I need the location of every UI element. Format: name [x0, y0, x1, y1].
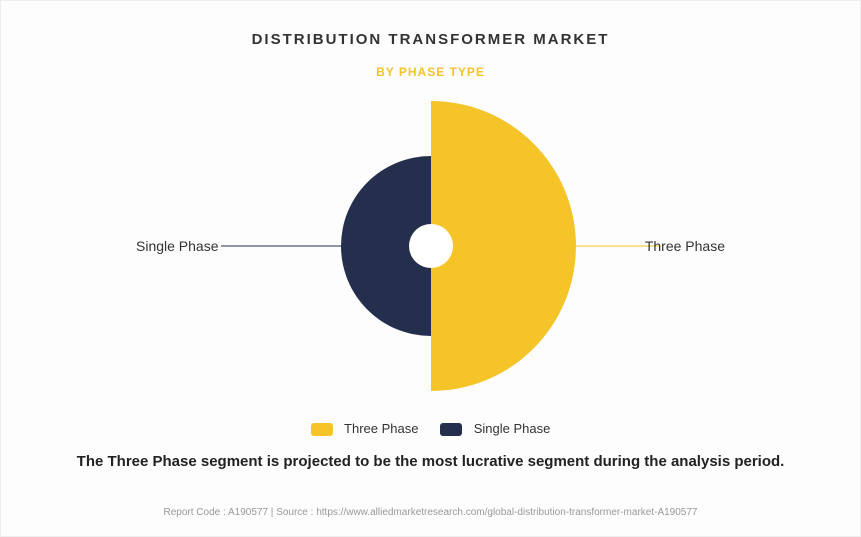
footer-report-code: A190577	[228, 507, 268, 518]
center-hole	[409, 224, 453, 268]
segment-label-three-phase: Three Phase	[645, 238, 725, 254]
legend-label-single-phase: Single Phase	[474, 421, 551, 436]
footer-text: Report Code : A190577 | Source : https:/…	[1, 507, 860, 518]
chart-area: Three Phase Single Phase	[1, 91, 860, 401]
legend-swatch-single-phase	[440, 423, 462, 436]
chart-canvas: DISTRIBUTION TRANSFORMER MARKET BY PHASE…	[0, 0, 861, 537]
legend-swatch-three-phase	[311, 423, 333, 436]
footer-source: https://www.alliedmarketresearch.com/glo…	[316, 507, 697, 518]
chart-subtitle: BY PHASE TYPE	[1, 65, 860, 79]
chart-title: DISTRIBUTION TRANSFORMER MARKET	[1, 31, 860, 48]
footer-separator: |	[268, 507, 276, 518]
segment-label-single-phase: Single Phase	[136, 238, 219, 254]
legend: Three Phase Single Phase	[1, 421, 860, 436]
caption-text: The Three Phase segment is projected to …	[1, 453, 860, 470]
polar-chart-svg	[1, 91, 861, 401]
footer-source-label: Source :	[276, 507, 316, 518]
footer-report-code-label: Report Code :	[164, 507, 228, 518]
legend-label-three-phase: Three Phase	[344, 421, 418, 436]
